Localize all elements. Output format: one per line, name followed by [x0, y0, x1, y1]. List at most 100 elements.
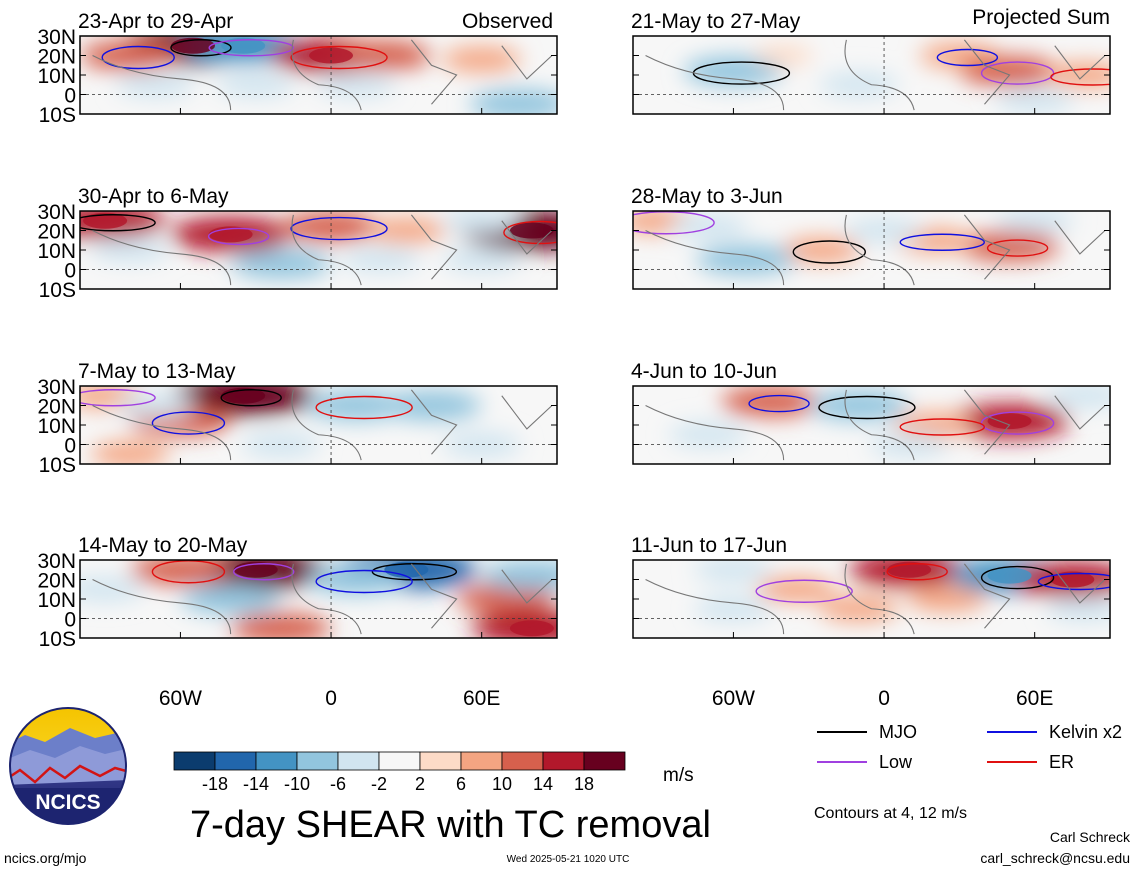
- shear-cell: [216, 72, 296, 98]
- shear-cell: [1045, 596, 1110, 622]
- y-tick-label: 10S: [39, 454, 76, 477]
- contour-line: [290, 216, 388, 241]
- contour-line: [755, 579, 853, 603]
- colorbar-swatch: [501, 751, 544, 771]
- contour-line: [371, 563, 458, 581]
- colorbar-swatch: [337, 751, 380, 771]
- shear-cell: [959, 231, 1060, 262]
- x-tick-label: 60E: [463, 687, 500, 710]
- contour-line: [80, 389, 156, 407]
- y-tick-label: 0: [64, 260, 76, 283]
- shear-core: [221, 37, 266, 54]
- contour-line: [315, 395, 413, 420]
- figure-title: 7-day SHEAR with TC removal: [190, 804, 711, 846]
- colorbar-label: -14: [243, 774, 269, 794]
- x-tick-label: 60W: [159, 687, 202, 710]
- shear-cell: [80, 40, 181, 71]
- contour-line: [818, 395, 916, 420]
- contour-line: [151, 411, 226, 435]
- colorbar-swatch: [255, 751, 298, 771]
- y-tick-label: 30N: [37, 26, 76, 49]
- colorbar-swatch: [214, 751, 257, 771]
- contour-line: [208, 39, 294, 57]
- shear-cell: [819, 72, 899, 98]
- colorbar-label: 18: [574, 774, 594, 794]
- panel-7: 11-Jun to 17-Jun: [631, 534, 1111, 639]
- contour-line: [1050, 68, 1110, 86]
- colorbar-label: -6: [330, 774, 346, 794]
- header-projected: Projected Sum: [972, 6, 1110, 29]
- coastline: [645, 389, 1106, 461]
- shear-cell: [995, 211, 1075, 234]
- x-tick-label: 0: [878, 687, 890, 710]
- legend-label: Kelvin x2: [1049, 722, 1122, 742]
- shear-core: [83, 212, 128, 229]
- colorbar-label: 2: [415, 774, 425, 794]
- shear-cell: [281, 211, 382, 242]
- y-tick-label: 0: [64, 85, 76, 108]
- legend-label: MJO: [879, 722, 917, 742]
- shear-core: [987, 567, 1032, 584]
- shear-cell: [316, 72, 396, 98]
- colorbar-label: 6: [456, 774, 466, 794]
- shear-cell: [341, 247, 421, 273]
- coastline: [645, 214, 1106, 286]
- y-tick-label: 0: [64, 435, 76, 458]
- shear-core: [509, 620, 554, 637]
- shear-cell: [754, 45, 813, 66]
- shear-cell: [115, 392, 195, 419]
- shear-cell: [481, 560, 557, 591]
- shear-cell: [721, 386, 822, 417]
- shear-cell: [442, 431, 522, 458]
- contour-line: [980, 411, 1055, 435]
- y-tick-label: 20N: [37, 221, 76, 244]
- shear-cell: [1045, 386, 1110, 409]
- panel-title: 11-Jun to 17-Jun: [631, 534, 787, 557]
- shear-cell: [80, 576, 145, 602]
- y-tick-label: 10N: [37, 240, 76, 263]
- shear-cell: [693, 596, 774, 622]
- footer-site[interactable]: ncics.org/mjo: [4, 850, 87, 866]
- y-tick-label: 30N: [37, 550, 76, 573]
- colorbar: -18 -14 -10 -6 -2 2 6 10 14 18: [173, 751, 626, 794]
- shear-cell: [469, 89, 557, 114]
- footer-email[interactable]: carl_schreck@ncsu.edu: [980, 850, 1130, 866]
- x-tick-label: 60W: [712, 687, 755, 710]
- coastline: [645, 39, 1106, 111]
- shear-cell: [90, 237, 170, 263]
- y-tick-label: 0: [64, 609, 76, 632]
- contour-line: [503, 220, 557, 245]
- y-tick-label: 10S: [39, 279, 76, 302]
- shear-cell: [693, 560, 774, 583]
- contour-line: [980, 61, 1055, 85]
- colorbar-swatch: [460, 751, 503, 771]
- colorbar-label: -2: [371, 774, 387, 794]
- y-tick-label: 10S: [39, 628, 76, 651]
- colorbar-swatch: [378, 751, 421, 771]
- colorbar-label: -10: [284, 774, 310, 794]
- y-tick-label: 10N: [37, 415, 76, 438]
- colorbar-label: -18: [202, 774, 228, 794]
- panel-title: 4-Jun to 10-Jun: [631, 360, 777, 383]
- contour-note: Contours at 4, 12 m/s: [814, 805, 967, 822]
- coastline: [92, 563, 553, 635]
- panel-title: 23-Apr to 29-Apr: [78, 10, 233, 33]
- shear-cell: [907, 586, 987, 612]
- header-observed: Observed: [462, 10, 553, 33]
- colorbar-unit: m/s: [663, 765, 694, 786]
- line-legend: MJO Kelvin x2 Low ER: [817, 722, 1122, 772]
- shear-cell: [90, 441, 170, 464]
- legend-label: Low: [879, 752, 913, 772]
- shear-cell: [180, 584, 281, 614]
- contour-line: [1037, 572, 1110, 591]
- colorbar-label: 14: [533, 774, 553, 794]
- contour-line: [101, 45, 175, 70]
- coastline: [92, 214, 553, 286]
- shear-cell: [366, 217, 446, 244]
- y-tick-label: 10N: [37, 589, 76, 612]
- coastline: [92, 389, 553, 461]
- contour-line: [290, 45, 388, 70]
- shear-cell: [959, 56, 1060, 87]
- y-tick-label: 10N: [37, 65, 76, 88]
